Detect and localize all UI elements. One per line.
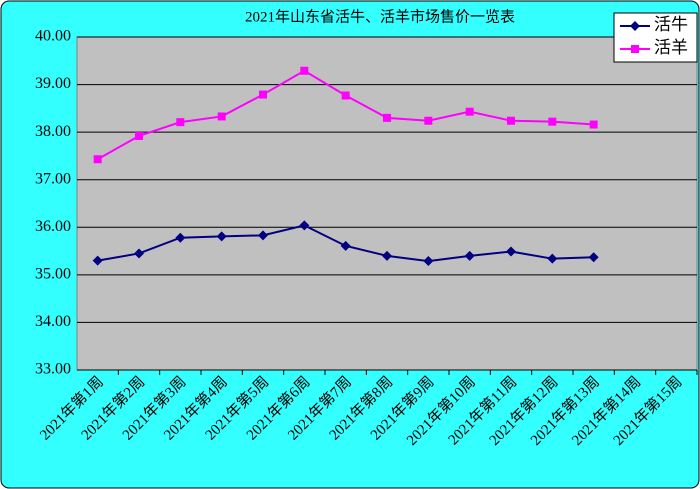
point bbox=[299, 220, 310, 231]
point bbox=[465, 107, 474, 116]
y-tick-label: 33.00 bbox=[35, 361, 71, 378]
point bbox=[93, 155, 102, 164]
point bbox=[92, 255, 103, 266]
point bbox=[424, 116, 433, 125]
point bbox=[383, 113, 391, 122]
y-tick-label: 35.00 bbox=[35, 266, 71, 283]
plot-area bbox=[76, 36, 698, 371]
point bbox=[176, 118, 185, 127]
point bbox=[217, 112, 226, 121]
legend-marker bbox=[631, 45, 639, 53]
y-tick-label: 38.00 bbox=[35, 123, 71, 140]
point bbox=[423, 256, 434, 267]
point bbox=[507, 116, 515, 125]
y-tick-label: 37.00 bbox=[35, 170, 71, 187]
point bbox=[135, 131, 143, 140]
legend-marker bbox=[630, 21, 640, 31]
point bbox=[259, 90, 267, 99]
point bbox=[175, 232, 186, 243]
y-tick-label: 36.00 bbox=[35, 218, 71, 235]
point bbox=[340, 240, 351, 251]
point bbox=[300, 66, 309, 75]
y-tick-label: 34.00 bbox=[35, 313, 71, 330]
point bbox=[216, 231, 227, 242]
y-tick-label: 40.00 bbox=[35, 28, 71, 45]
point bbox=[134, 248, 144, 259]
point bbox=[506, 246, 516, 257]
y-tick-label: 39.00 bbox=[35, 75, 71, 92]
point bbox=[341, 91, 350, 100]
point bbox=[589, 120, 598, 129]
legend-box bbox=[613, 12, 698, 63]
point bbox=[382, 250, 392, 261]
point bbox=[547, 253, 558, 264]
chart-title: 2021年山东省活牛、活羊市场售价一览表 bbox=[245, 8, 515, 25]
legend-label: 活羊 bbox=[654, 38, 688, 57]
point bbox=[588, 252, 599, 263]
point bbox=[548, 117, 557, 126]
legend-label: 活牛 bbox=[654, 15, 688, 34]
point bbox=[464, 250, 475, 261]
point bbox=[258, 230, 268, 241]
